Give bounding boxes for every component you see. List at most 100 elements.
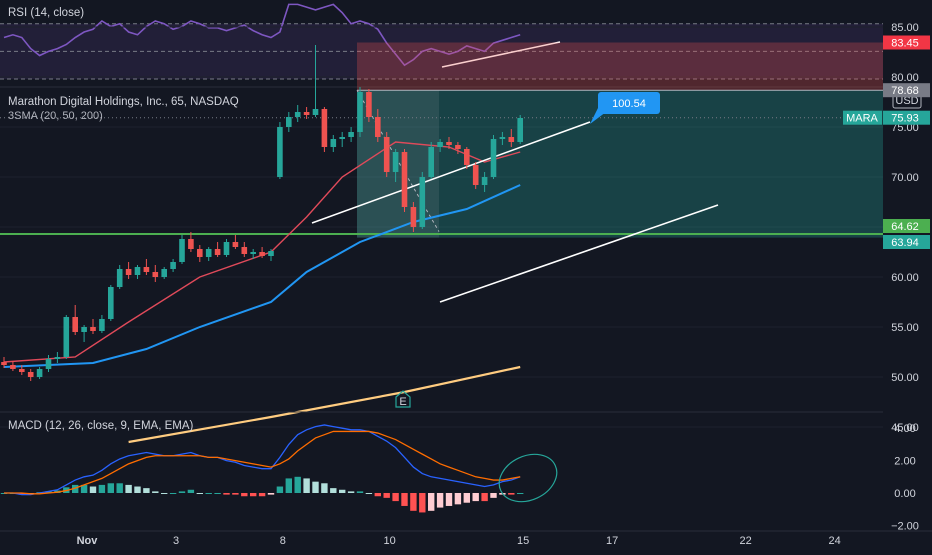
candle[interactable]: [197, 249, 203, 257]
candle[interactable]: [125, 269, 132, 275]
target-callout[interactable]: 100.54: [590, 92, 660, 124]
macd-histogram-bar: [454, 493, 462, 505]
candle[interactable]: [161, 269, 167, 277]
candle[interactable]: [27, 372, 34, 377]
price-axis[interactable]: 100.0095.0090.0085.0080.0075.0070.0065.0…: [843, 0, 932, 550]
macd-histogram-bar: [267, 493, 275, 495]
channel-lower-line[interactable]: [439, 204, 719, 303]
candle[interactable]: [321, 109, 328, 147]
take-profit-zone[interactable]: [357, 90, 883, 238]
candle[interactable]: [375, 117, 381, 137]
candle[interactable]: [188, 239, 194, 249]
time-tick-label: 22: [739, 535, 751, 547]
candle[interactable]: [205, 249, 212, 257]
symbol-title: Marathon Digital Holdings, Inc., 65, NAS…: [8, 96, 239, 108]
candle[interactable]: [410, 207, 417, 227]
candle[interactable]: [348, 132, 354, 137]
rsi-trendline[interactable]: [441, 41, 561, 68]
earnings-icon: [395, 390, 411, 408]
candle[interactable]: [490, 139, 497, 177]
candle[interactable]: [339, 137, 345, 139]
candle[interactable]: [499, 137, 506, 139]
macd-signal-line[interactable]: [4, 430, 521, 495]
target-box: [598, 92, 660, 114]
candle[interactable]: [152, 272, 159, 277]
candle[interactable]: [455, 145, 461, 149]
rsi-line[interactable]: [3, 3, 521, 67]
candle[interactable]: [179, 239, 185, 262]
candle[interactable]: [472, 165, 479, 185]
macd-histogram-bar: [116, 483, 123, 493]
sma50-line[interactable]: [3, 184, 521, 368]
candle[interactable]: [464, 149, 470, 165]
candle[interactable]: [90, 327, 96, 331]
macd-histogram-bar: [321, 483, 328, 493]
candle[interactable]: [170, 262, 176, 269]
macd-histogram-bar: [45, 491, 52, 493]
candle[interactable]: [294, 112, 301, 117]
macd-histogram-bar: [401, 493, 408, 506]
time-tick-label: Nov: [77, 535, 99, 547]
candle[interactable]: [143, 267, 150, 272]
candle[interactable]: [241, 247, 248, 254]
macd-histogram-bar: [161, 493, 168, 494]
time-tick-label: 17: [606, 535, 618, 547]
candle[interactable]: [392, 152, 399, 172]
candle[interactable]: [99, 319, 105, 331]
candle[interactable]: [214, 249, 221, 255]
candle[interactable]: [63, 317, 70, 357]
candle[interactable]: [481, 177, 488, 185]
candle[interactable]: [508, 137, 515, 142]
macd-tick-label: −2.00: [891, 520, 919, 532]
candle[interactable]: [268, 251, 274, 256]
candle[interactable]: [401, 152, 408, 207]
macd-crossover-circle[interactable]: [492, 445, 565, 510]
candle[interactable]: [277, 127, 283, 177]
candle[interactable]: [259, 252, 265, 256]
candle[interactable]: [250, 252, 256, 254]
macd-histogram-bar: [125, 484, 132, 493]
channel-upper-line[interactable]: [311, 121, 591, 224]
candle[interactable]: [134, 267, 141, 275]
candle[interactable]: [54, 357, 61, 359]
candle[interactable]: [223, 242, 230, 255]
price-pane[interactable]: 100.54 E Marathon Digital Holdings, Inc., …: [0, 0, 932, 444]
candle[interactable]: [10, 365, 16, 369]
candle[interactable]: [330, 139, 337, 147]
candle[interactable]: [383, 137, 390, 172]
macd-histogram-bar: [508, 493, 515, 495]
macd-histogram-bar: [428, 493, 435, 511]
candle[interactable]: [286, 117, 292, 127]
time-axis[interactable]: Nov 3 8 10 15 17 22 24: [0, 530, 932, 547]
candle[interactable]: [1, 362, 7, 365]
candle[interactable]: [357, 92, 363, 132]
candle[interactable]: [419, 177, 426, 227]
earnings-marker[interactable]: E: [395, 390, 411, 408]
time-tick-label: 3: [173, 535, 179, 547]
candle[interactable]: [517, 118, 523, 142]
candle[interactable]: [36, 369, 43, 377]
candle[interactable]: [312, 109, 319, 115]
stop-loss-zone[interactable]: [357, 42, 883, 91]
candle[interactable]: [116, 269, 123, 287]
candle[interactable]: [45, 359, 52, 369]
candle[interactable]: [232, 242, 239, 247]
sma200-line[interactable]: [128, 365, 521, 444]
macd-histogram-bar: [223, 493, 230, 495]
candle[interactable]: [108, 287, 114, 319]
macd-histogram-bar: [463, 493, 470, 503]
sma20-line[interactable]: [3, 141, 521, 363]
candle[interactable]: [366, 92, 372, 117]
candle[interactable]: [428, 147, 434, 177]
candle[interactable]: [72, 317, 78, 332]
macd-pane[interactable]: MACD (12, 26, close, 9, EMA, EMA): [0, 420, 565, 513]
candle[interactable]: [303, 112, 310, 115]
candle[interactable]: [19, 369, 25, 372]
candle[interactable]: [437, 142, 443, 147]
candle[interactable]: [81, 327, 87, 332]
macd-line[interactable]: [4, 424, 521, 496]
candle[interactable]: [446, 142, 452, 145]
